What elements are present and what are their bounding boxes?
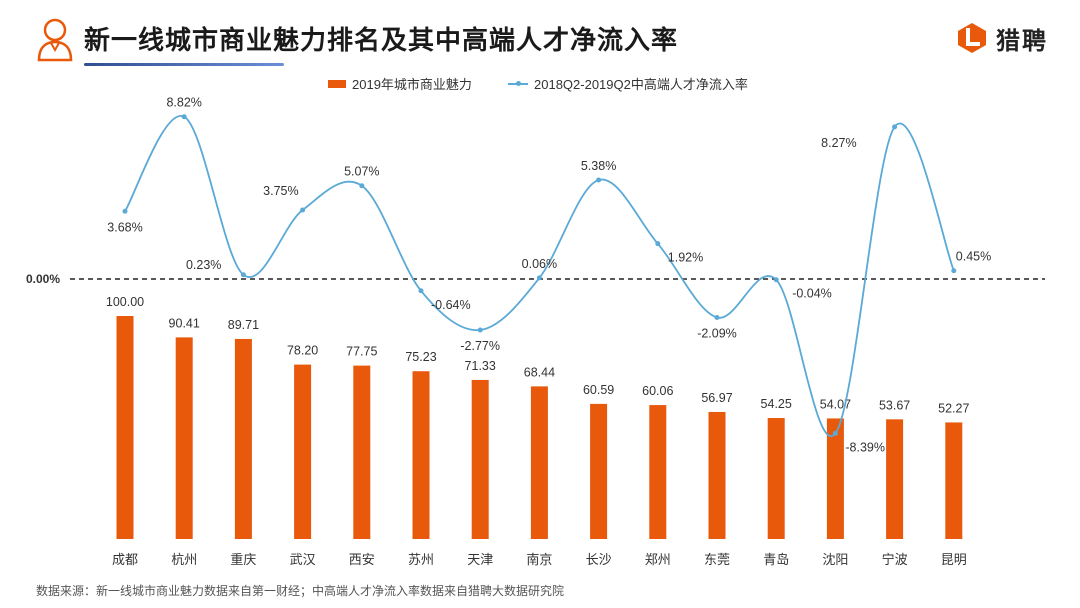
bar-value-label: 89.71 <box>228 318 259 332</box>
bar <box>175 337 193 539</box>
category-label: 沈阳 <box>822 552 848 567</box>
legend-bar-swatch <box>328 79 346 88</box>
category-label: 成都 <box>112 552 138 567</box>
page-title: 新一线城市商业魅力排名及其中高端人才净流入率 <box>84 25 679 55</box>
bar-value-label: 90.41 <box>169 316 200 330</box>
bar <box>886 419 904 539</box>
line-value-label: 0.06% <box>522 257 557 271</box>
line-point <box>418 288 424 294</box>
bar <box>353 365 371 539</box>
legend-line-label: 2018Q2-2019Q2中高端人才净流入率 <box>534 77 748 92</box>
bar-value-label: 54.07 <box>820 397 851 411</box>
bar-value-label: 52.27 <box>938 401 969 415</box>
title-underline <box>84 63 284 66</box>
category-label: 重庆 <box>230 552 256 567</box>
line-point <box>477 327 483 333</box>
category-label: 西安 <box>349 552 375 567</box>
liepin-logo-icon <box>958 23 986 53</box>
line-point <box>122 208 128 214</box>
category-label: 南京 <box>526 552 552 567</box>
bar-value-label: 56.97 <box>701 391 732 405</box>
bar-value-label: 71.33 <box>465 359 496 373</box>
line-point <box>240 272 246 278</box>
logo-text: 猎聘 <box>996 27 1048 55</box>
line-value-label: -0.64% <box>431 298 471 312</box>
bar-value-label: 60.06 <box>642 384 673 398</box>
legend-bar-label: 2019年城市商业魅力 <box>352 77 472 92</box>
line-point <box>181 114 187 120</box>
bar <box>708 411 726 539</box>
line-value-label: -2.77% <box>460 339 500 353</box>
line-point <box>832 430 838 436</box>
category-label: 武汉 <box>290 552 316 567</box>
category-label: 苏州 <box>408 552 434 567</box>
line-value-label: 5.38% <box>581 159 616 173</box>
bar <box>471 379 489 539</box>
chart-legend: 2019年城市商业魅力 2018Q2-2019Q2中高端人才净流入率 <box>0 74 1080 94</box>
data-source-note: 数据来源：新一线城市商业魅力数据来自第一财经；中高端人才净流入率数据来自猎聘大数… <box>36 584 565 598</box>
category-label: 东莞 <box>704 552 730 567</box>
line-value-label: 8.27% <box>821 136 856 150</box>
bar-value-label: 60.59 <box>583 383 614 397</box>
line-point <box>892 124 898 130</box>
line-point <box>655 241 661 247</box>
bar <box>826 418 844 539</box>
bar <box>116 316 134 539</box>
bar-value-label: 100.00 <box>106 295 144 309</box>
line-value-label: 1.92% <box>668 251 703 265</box>
category-label: 昆明 <box>941 552 967 567</box>
line-value-label: 3.75% <box>263 184 298 198</box>
line-point <box>536 275 542 281</box>
line-point <box>714 314 720 320</box>
line-value-label: 0.23% <box>186 258 221 272</box>
bar <box>530 386 548 539</box>
line-value-label: -0.04% <box>792 287 832 301</box>
line-value-label: 3.68% <box>107 220 142 234</box>
legend-item-bar: 2019年城市商业魅力 <box>328 74 472 93</box>
bar <box>649 405 667 539</box>
category-label: 长沙 <box>586 552 612 567</box>
bar <box>234 338 252 539</box>
line-point <box>300 207 306 213</box>
category-label: 郑州 <box>645 552 671 567</box>
bar-value-label: 75.23 <box>405 350 436 364</box>
category-label: 青岛 <box>763 552 789 567</box>
header: 新一线城市商业魅力排名及其中高端人才净流入率 猎聘 <box>0 0 1080 70</box>
brand-logo: 猎聘 <box>956 20 1048 56</box>
line-series <box>124 115 955 437</box>
line-point <box>359 183 365 189</box>
bar <box>294 364 312 539</box>
bar-value-label: 77.75 <box>346 345 377 359</box>
bar-value-label: 54.25 <box>761 397 792 411</box>
bar-value-label: 78.20 <box>287 344 318 358</box>
bar <box>412 371 430 539</box>
bar-value-label: 68.44 <box>524 365 555 379</box>
bar <box>945 422 963 539</box>
line-value-label: -2.09% <box>697 326 737 340</box>
line-value-label: 0.45% <box>956 250 991 264</box>
line-point <box>951 268 957 274</box>
category-label: 天津 <box>467 552 493 567</box>
legend-line-swatch <box>508 80 528 86</box>
line-value-label: -8.39% <box>845 440 885 454</box>
person-icon <box>37 18 73 62</box>
line-point <box>773 277 779 283</box>
category-label: 杭州 <box>171 552 197 567</box>
bar <box>590 403 608 539</box>
line-value-label: 8.82% <box>166 96 201 110</box>
zero-line-label: 0.00% <box>26 272 60 286</box>
line-point <box>596 177 602 183</box>
category-label: 宁波 <box>882 552 908 567</box>
bar <box>767 418 785 539</box>
line-value-label: 5.07% <box>344 165 379 179</box>
legend-item-line: 2018Q2-2019Q2中高端人才净流入率 <box>508 74 748 93</box>
bar-value-label: 53.67 <box>879 398 910 412</box>
